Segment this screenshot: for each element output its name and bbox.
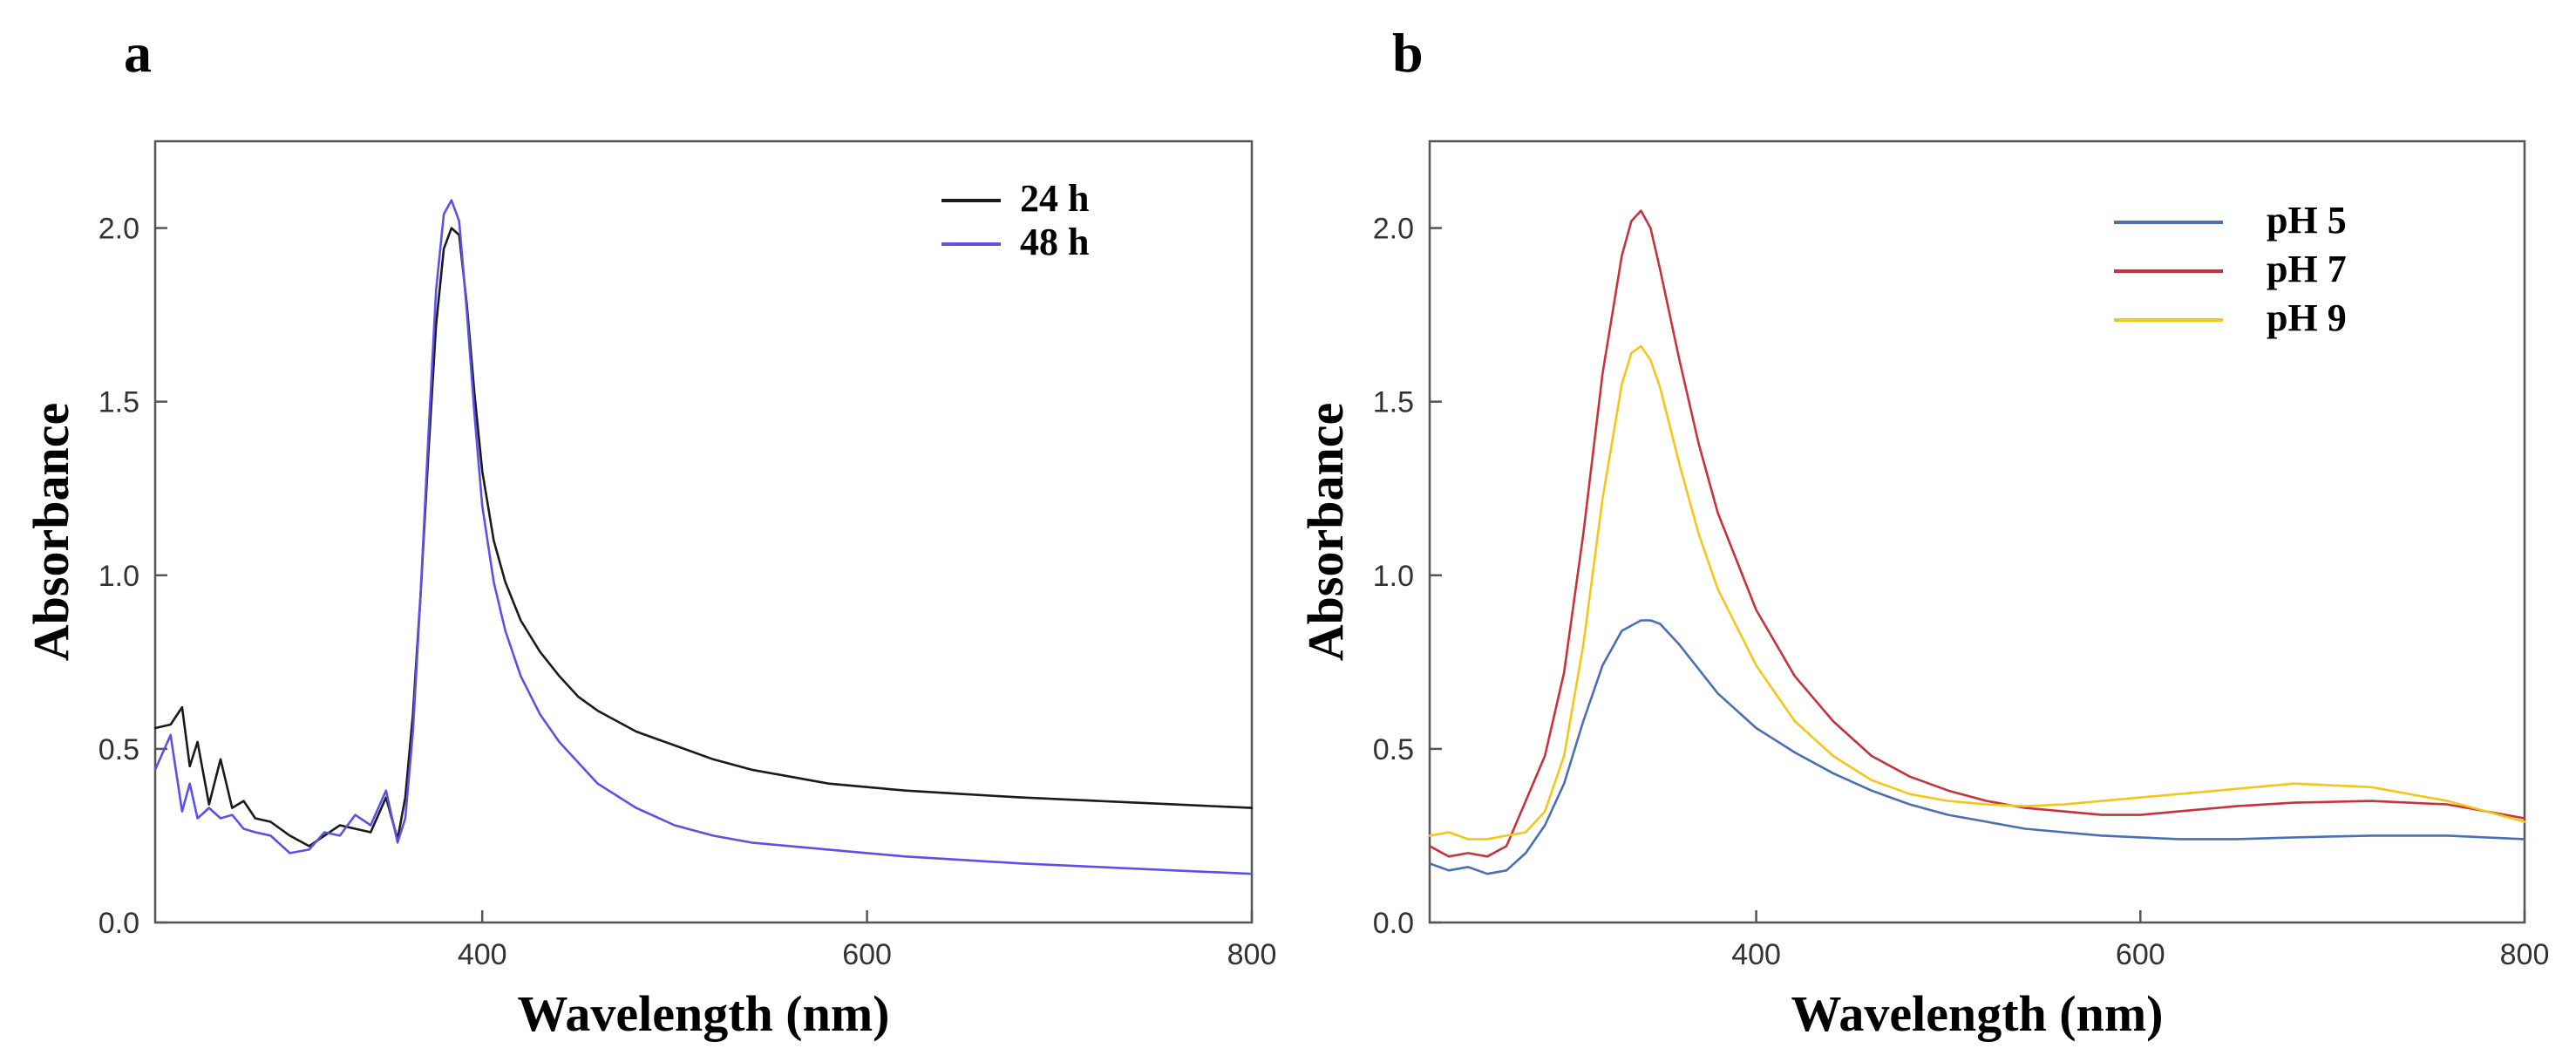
series-line [153, 227, 1254, 848]
series-line [153, 199, 1254, 875]
legend-label: pH 5 [2267, 199, 2347, 242]
y-tick-label: 0.5 [99, 733, 139, 766]
chart-b: 0.0 0.5 1.0 1.5 2.0 400 600 800 pH 5 pH 7 pH 9 Wave… [1297, 140, 2550, 1042]
panel-a-label: a [124, 22, 152, 84]
plot-frame [153, 140, 1254, 924]
x-tick-label: 800 [2500, 938, 2550, 971]
y-tick-label: 0.0 [99, 907, 139, 940]
legend-label: 24 h [1020, 177, 1089, 220]
series-line [1428, 619, 2526, 875]
y-tick-label: 1.0 [99, 560, 139, 593]
y-tick-label: 0.0 [1373, 907, 1414, 940]
x-tick-label: 600 [842, 938, 892, 971]
series-line [1428, 209, 2526, 858]
legend-label: pH 9 [2267, 296, 2347, 339]
x-tick-label: 400 [1731, 938, 1781, 971]
y-tick-label: 2.0 [99, 213, 139, 246]
y-tick-label: 1.5 [99, 386, 139, 419]
y-axis-title: Absorbance [1297, 403, 1354, 661]
panel-b-label: b [1392, 22, 1424, 84]
x-tick-label: 800 [1227, 938, 1277, 971]
plot-frame [1428, 140, 2526, 924]
y-tick-label: 1.0 [1373, 560, 1414, 593]
x-axis-title: Wavelength (nm) [518, 985, 890, 1042]
y-axis-title: Absorbance [23, 403, 79, 661]
legend-label: 48 h [1020, 221, 1089, 263]
x-tick-label: 600 [2116, 938, 2165, 971]
x-axis-title: Wavelength (nm) [1791, 985, 2164, 1042]
legend-label: pH 7 [2267, 248, 2347, 290]
y-tick-label: 2.0 [1373, 213, 1414, 246]
y-tick-label: 1.5 [1373, 386, 1414, 419]
series-line [1428, 344, 2526, 841]
y-tick-label: 0.5 [1373, 733, 1414, 766]
chart-a: 0.0 0.5 1.0 1.5 2.0 400 600 800 24 h48 h Waveleng… [23, 140, 1277, 1042]
x-tick-label: 400 [458, 938, 507, 971]
